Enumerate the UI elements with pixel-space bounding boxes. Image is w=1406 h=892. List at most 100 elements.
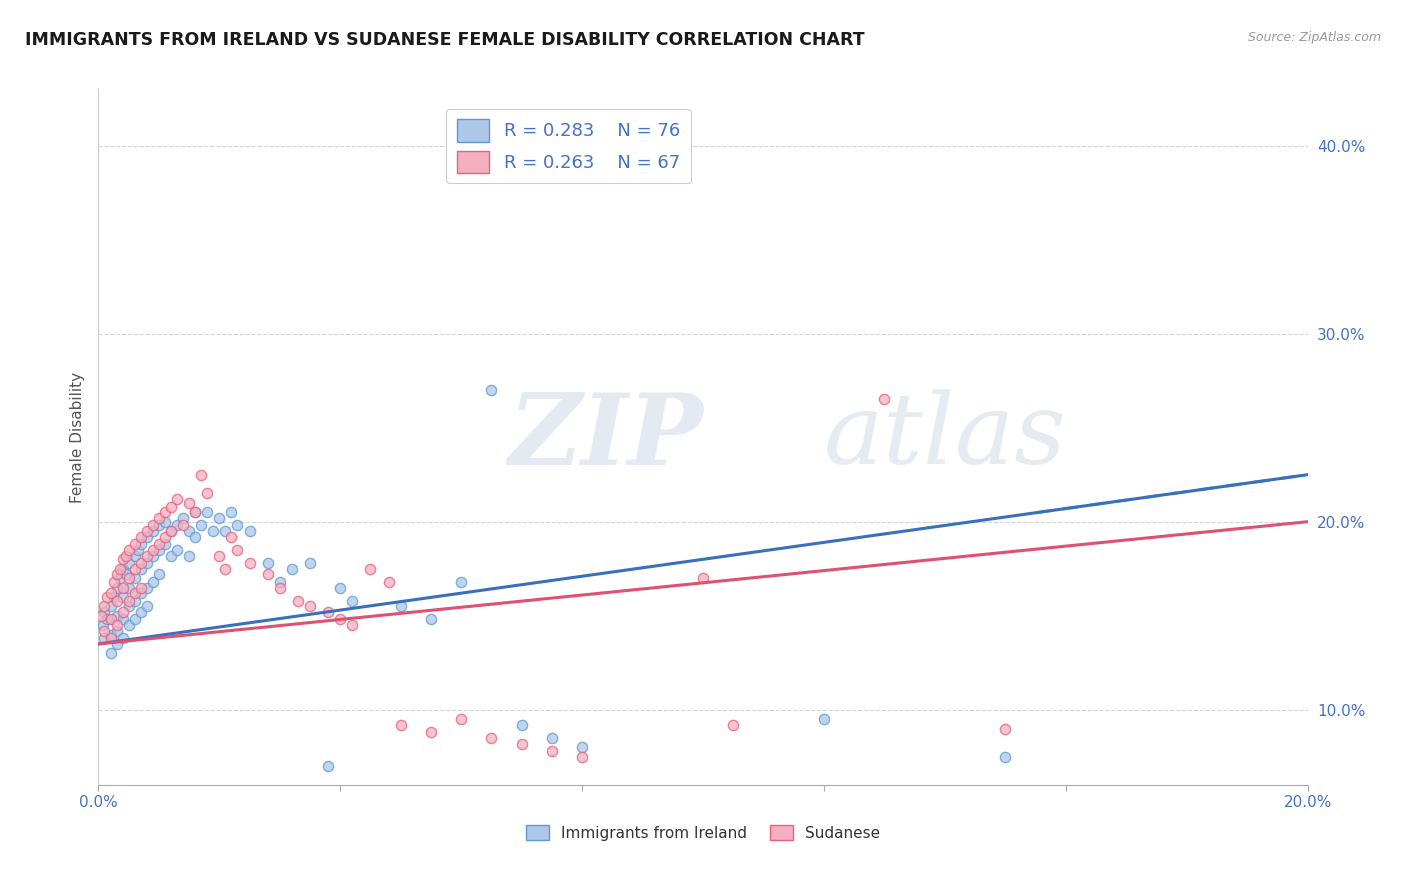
Point [153,537,176,551]
Point [129,537,152,551]
Point [93,605,115,619]
Point [142,518,165,533]
Point [221,505,243,519]
Point [239,556,262,570]
Point [281,562,304,576]
Point [129,556,152,570]
Point [100,627,122,641]
Point [450,712,472,726]
Point [129,586,152,600]
Point [166,518,188,533]
Point [142,542,165,557]
Point [179,496,201,510]
Point [91,618,114,632]
Point [994,722,1017,736]
Point [571,740,593,755]
Text: ZIP: ZIP [509,389,704,485]
Point [105,624,128,638]
Point [96,590,118,604]
Point [100,612,122,626]
Point [166,492,188,507]
Point [135,556,157,570]
Point [118,571,141,585]
Point [160,500,183,514]
Point [195,486,218,500]
Point [127,542,149,557]
Point [93,632,115,646]
Point [90,608,112,623]
Point [184,505,207,519]
Point [118,599,141,614]
Point [153,505,176,519]
Point [96,612,118,626]
Point [142,524,165,538]
Point [481,383,503,397]
Point [100,632,122,646]
Point [269,581,291,595]
Point [342,593,364,607]
Point [316,605,339,619]
Point [184,530,207,544]
Point [202,524,225,538]
Point [135,524,157,538]
Text: atlas: atlas [824,390,1067,484]
Point [118,556,141,570]
Point [510,737,533,751]
Point [108,571,131,585]
Text: IMMIGRANTS FROM IRELAND VS SUDANESE FEMALE DISABILITY CORRELATION CHART: IMMIGRANTS FROM IRELAND VS SUDANESE FEMA… [25,31,865,49]
Point [135,581,157,595]
Point [129,581,152,595]
Point [160,549,183,563]
Point [190,467,212,482]
Point [111,562,134,576]
Point [129,530,152,544]
Point [105,618,128,632]
Point [135,599,157,614]
Point [142,574,165,589]
Point [148,511,170,525]
Point [93,624,115,638]
Point [135,530,157,544]
Point [256,567,278,582]
Point [124,586,146,600]
Point [153,515,176,529]
Point [148,542,170,557]
Point [299,599,322,614]
Point [190,518,212,533]
Point [377,574,399,589]
Point [342,618,364,632]
Point [179,549,201,563]
Point [114,567,136,582]
Point [239,524,262,538]
Point [100,586,122,600]
Point [105,608,128,623]
Point [135,549,157,563]
Point [813,712,835,726]
Point [172,511,194,525]
Point [214,562,236,576]
Point [389,599,412,614]
Point [692,571,714,585]
Point [873,392,896,407]
Point [148,537,170,551]
Point [226,542,249,557]
Point [287,593,309,607]
Point [214,524,236,538]
Point [221,530,243,544]
Point [93,599,115,614]
Point [111,581,134,595]
Point [172,518,194,533]
Point [103,590,125,604]
Point [111,605,134,619]
Point [571,749,593,764]
Point [124,537,146,551]
Point [360,562,382,576]
Point [540,731,562,745]
Point [420,725,443,739]
Point [208,549,231,563]
Point [540,744,562,758]
Point [114,549,136,563]
Point [184,505,207,519]
Point [124,593,146,607]
Point [124,612,146,626]
